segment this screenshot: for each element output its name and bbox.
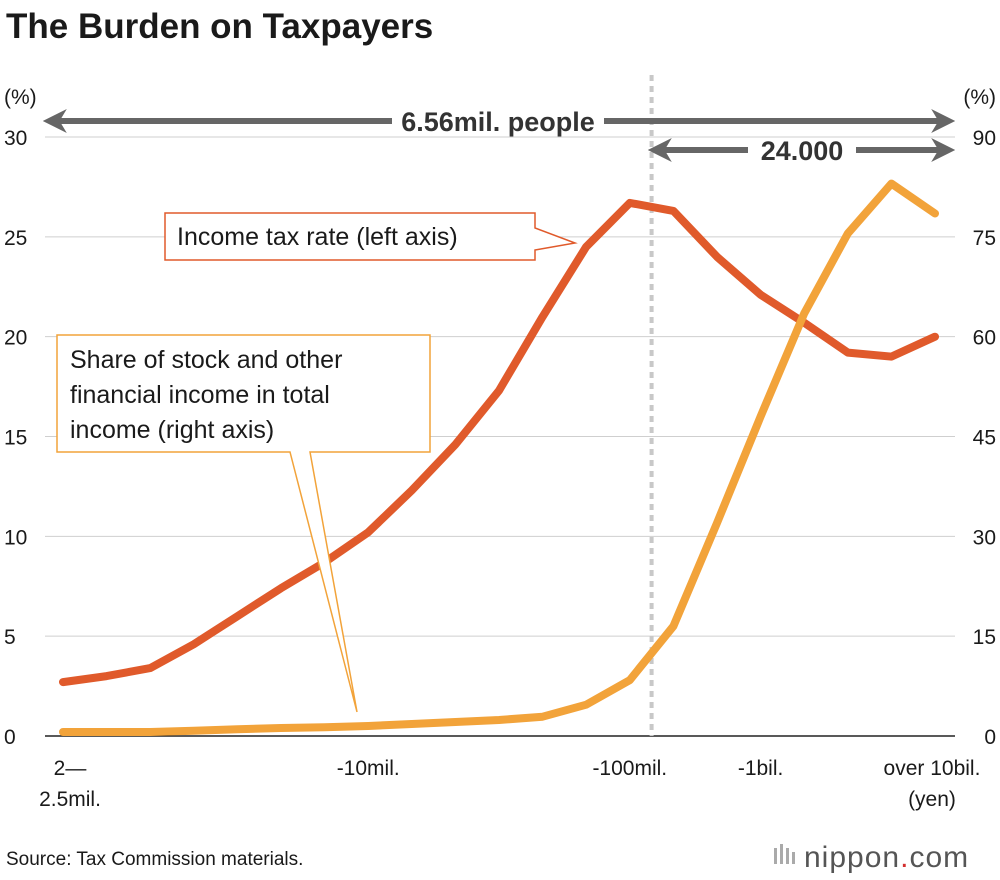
range-arrow-top: 24.000 <box>647 136 956 166</box>
x-tick-label: over 10bil. <box>884 757 981 780</box>
x-tick-label: -100mil. <box>592 757 667 780</box>
range-label-all: 6.56mil. people <box>401 107 595 137</box>
callout-stock-line-2: financial income in total <box>70 381 330 409</box>
series-line-income-tax-rate <box>59 198 939 687</box>
brand-post: com <box>909 841 969 874</box>
y-left-tick-label: 25 <box>4 227 27 250</box>
y-left-tick-label: 20 <box>4 327 27 350</box>
y-left-tick-label: 30 <box>4 127 27 150</box>
y-axis-right: 0 15 30 45 60 75 90 (%) <box>963 86 996 749</box>
y-axis-left: 0 5 10 15 20 25 30 (%) <box>4 86 37 749</box>
y-right-tick-label: 60 <box>973 327 996 350</box>
x-tick-label: 2— <box>54 757 87 780</box>
range-arrow-all: 6.56mil. people <box>42 107 956 137</box>
y-right-tick-label: 90 <box>973 127 996 150</box>
brand-pre: nippon <box>804 841 900 874</box>
source-note: Source: Tax Commission materials. <box>6 849 303 870</box>
x-axis: 2— 2.5mil. -10mil. -100mil. -1bil. over 10bil… <box>39 757 980 811</box>
chart-title: The Burden on Taxpayers <box>6 7 433 46</box>
x-tick-label: (yen) <box>908 788 956 811</box>
y-right-tick-label: 45 <box>973 427 996 450</box>
callout-tax-rate-text: Income tax rate (left axis) <box>177 223 458 251</box>
y-right-tick-label: 15 <box>973 626 996 649</box>
x-tick-label: 2.5mil. <box>39 788 101 811</box>
y-right-unit: (%) <box>963 86 996 109</box>
y-left-tick-label: 5 <box>4 626 16 649</box>
series-line-stock-share <box>59 179 939 736</box>
x-tick-label: -10mil. <box>337 757 400 780</box>
brand-mark-icon <box>774 844 795 864</box>
callout-tax-rate: Income tax rate (left axis) <box>164 212 578 261</box>
y-right-tick-label: 30 <box>973 526 996 549</box>
y-left-unit: (%) <box>4 86 37 109</box>
y-left-tick-label: 0 <box>4 726 16 749</box>
y-left-tick-label: 10 <box>4 526 27 549</box>
brand-logo: nippon.com <box>774 841 969 874</box>
range-label-top: 24.000 <box>761 136 844 166</box>
callout-stock-line-1: Share of stock and other <box>70 346 342 374</box>
series-group <box>59 179 939 736</box>
y-left-tick-label: 15 <box>4 427 27 450</box>
x-tick-label: -1bil. <box>738 757 784 780</box>
brand-dot: . <box>900 841 909 874</box>
y-right-tick-label: 75 <box>973 227 996 250</box>
callout-stock-line-3: income (right axis) <box>70 416 274 444</box>
y-right-tick-label: 0 <box>984 726 996 749</box>
callout-stock-share: Share of stock and other financial incom… <box>56 334 431 713</box>
brand-text: nippon.com <box>804 841 969 874</box>
